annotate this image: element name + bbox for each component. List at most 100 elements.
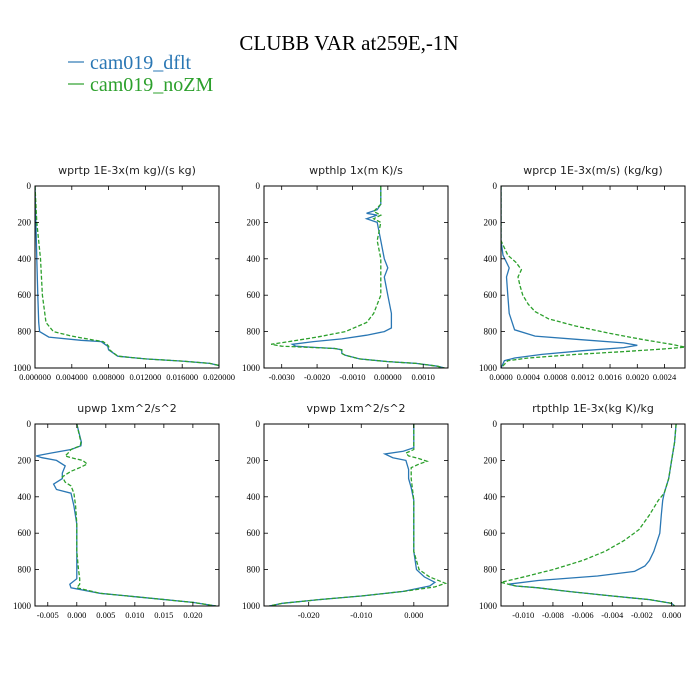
- y-tick-label: 0: [256, 419, 261, 429]
- x-tick-label: -0.010: [350, 610, 372, 620]
- series-line-nozm: [270, 186, 445, 368]
- figure-title: CLUBB VAR at259E,-1N: [239, 31, 458, 55]
- series-line-dflt: [36, 424, 217, 606]
- series-line-dflt: [501, 186, 638, 368]
- x-tick-label: 0.020000: [203, 372, 235, 382]
- x-tick-label: 0.012000: [129, 372, 161, 382]
- y-tick-label: 1000: [242, 601, 261, 611]
- series-line-nozm: [501, 186, 685, 368]
- panel-title: wpthlp 1x(m K)/s: [309, 164, 403, 177]
- series-line-nozm: [269, 424, 448, 606]
- y-tick-label: 400: [247, 492, 261, 502]
- x-tick-label: 0.0020: [626, 372, 649, 382]
- y-tick-label: 1000: [479, 363, 498, 373]
- y-tick-label: 200: [247, 217, 261, 227]
- x-tick-label: 0.0008: [544, 372, 567, 382]
- legend-label-nozm: cam019_noZM: [90, 74, 214, 96]
- x-tick-label: 0.000000: [19, 372, 51, 382]
- x-tick-label: 0.000: [662, 610, 681, 620]
- x-tick-label: 0.004000: [56, 372, 88, 382]
- y-tick-label: 0: [27, 419, 32, 429]
- y-tick-label: 200: [484, 217, 498, 227]
- panel-1: wprtp 1E-3x(m kg)/(s kg) 0 200 400 600 800 100…: [13, 164, 235, 382]
- y-tick-label: 600: [247, 290, 261, 300]
- y-tick-label: 400: [18, 254, 32, 264]
- y-tick-label: 400: [484, 492, 498, 502]
- x-tick-label: -0.020: [298, 610, 320, 620]
- y-tick-label: 800: [247, 327, 261, 337]
- plot-frame: [500, 423, 686, 607]
- x-tick-label: 0.0024: [653, 372, 677, 382]
- x-tick-label: 0.008000: [93, 372, 125, 382]
- y-tick-label: 200: [18, 217, 32, 227]
- panel-title: upwp 1xm^2/s^2: [77, 402, 177, 415]
- y-tick-label: 0: [256, 181, 261, 191]
- x-tick-label: 0.0016: [598, 372, 621, 382]
- x-tick-label: 0.020: [183, 610, 202, 620]
- x-tick-label: 0.015: [154, 610, 173, 620]
- x-tick-label: -0.002: [631, 610, 653, 620]
- plot-frame: [34, 423, 220, 607]
- series-line-dflt: [269, 424, 437, 606]
- y-tick-label: 600: [18, 528, 32, 538]
- plot-frame: [500, 185, 686, 369]
- plot-frame: [34, 185, 220, 369]
- y-tick-label: 600: [484, 528, 498, 538]
- y-tick-label: 1000: [242, 363, 261, 373]
- panel-2: wpthlp 1x(m K)/s 0 200 400 600 800 1000 -0.0030…: [242, 164, 449, 382]
- x-tick-label: -0.0010: [339, 372, 365, 382]
- series-line-nozm: [501, 424, 677, 606]
- y-tick-label: 1000: [13, 601, 32, 611]
- x-tick-label: -0.006: [572, 610, 594, 620]
- legend: cam019_dflt cam019_noZM: [68, 52, 214, 96]
- legend-label-dflt: cam019_dflt: [90, 52, 192, 74]
- x-tick-label: 0.000: [404, 610, 423, 620]
- x-tick-label: -0.005: [37, 610, 59, 620]
- y-tick-label: 400: [247, 254, 261, 264]
- y-tick-label: 600: [484, 290, 498, 300]
- x-tick-label: 0.0004: [517, 372, 541, 382]
- y-tick-label: 800: [484, 327, 498, 337]
- y-tick-label: 800: [18, 565, 32, 575]
- series-line-dflt: [508, 424, 677, 606]
- x-tick-label: 0.016000: [166, 372, 198, 382]
- series-line-nozm: [35, 186, 219, 368]
- y-tick-label: 0: [493, 181, 498, 191]
- panel-title: vpwp 1xm^2/s^2: [306, 402, 405, 415]
- panel-title: rtpthlp 1E-3x(kg K)/kg: [532, 402, 654, 415]
- panel-title: wprtp 1E-3x(m kg)/(s kg): [58, 164, 196, 177]
- x-tick-label: 0.0012: [571, 372, 594, 382]
- y-tick-label: 0: [27, 181, 32, 191]
- series-line-dflt: [35, 186, 219, 368]
- y-tick-label: 400: [18, 492, 32, 502]
- x-tick-label: 0.010: [125, 610, 144, 620]
- y-tick-label: 200: [247, 455, 261, 465]
- panels: wprtp 1E-3x(m kg)/(s kg) 0 200 400 600 800 100…: [13, 164, 686, 620]
- y-tick-label: 600: [247, 528, 261, 538]
- x-tick-label: 0.0000: [489, 372, 512, 382]
- series-line-nozm: [61, 424, 217, 606]
- y-tick-label: 800: [484, 565, 498, 575]
- y-tick-label: 200: [484, 455, 498, 465]
- panel-5: vpwp 1xm^2/s^2 0 200 400 600 800 1000 -0.020 -0.…: [242, 402, 449, 620]
- panel-title: wprcp 1E-3x(m/s) (kg/kg): [523, 164, 662, 177]
- y-tick-label: 200: [18, 455, 32, 465]
- y-tick-label: 800: [247, 565, 261, 575]
- x-tick-label: 0.0010: [412, 372, 435, 382]
- y-tick-label: 1000: [13, 363, 32, 373]
- x-tick-label: -0.0030: [269, 372, 295, 382]
- x-tick-label: -0.008: [542, 610, 564, 620]
- panel-6: rtpthlp 1E-3x(kg K)/kg 0 200 400 600 800 1000 -…: [479, 402, 686, 620]
- panel-3: wprcp 1E-3x(m/s) (kg/kg) 0 200 400 600 800 100…: [479, 164, 686, 382]
- x-tick-label: 0.005: [96, 610, 115, 620]
- plot-frame: [263, 185, 449, 369]
- y-tick-label: 400: [484, 254, 498, 264]
- panel-4: upwp 1xm^2/s^2 0 200 400 600 800 1000 -0.005 0.0…: [13, 402, 220, 620]
- x-tick-label: 0.000: [67, 610, 86, 620]
- x-tick-label: 0.00000: [374, 372, 402, 382]
- plot-frame: [263, 423, 449, 607]
- x-tick-label: -0.004: [601, 610, 624, 620]
- x-tick-label: -0.010: [512, 610, 534, 620]
- series-line-dflt: [290, 186, 445, 368]
